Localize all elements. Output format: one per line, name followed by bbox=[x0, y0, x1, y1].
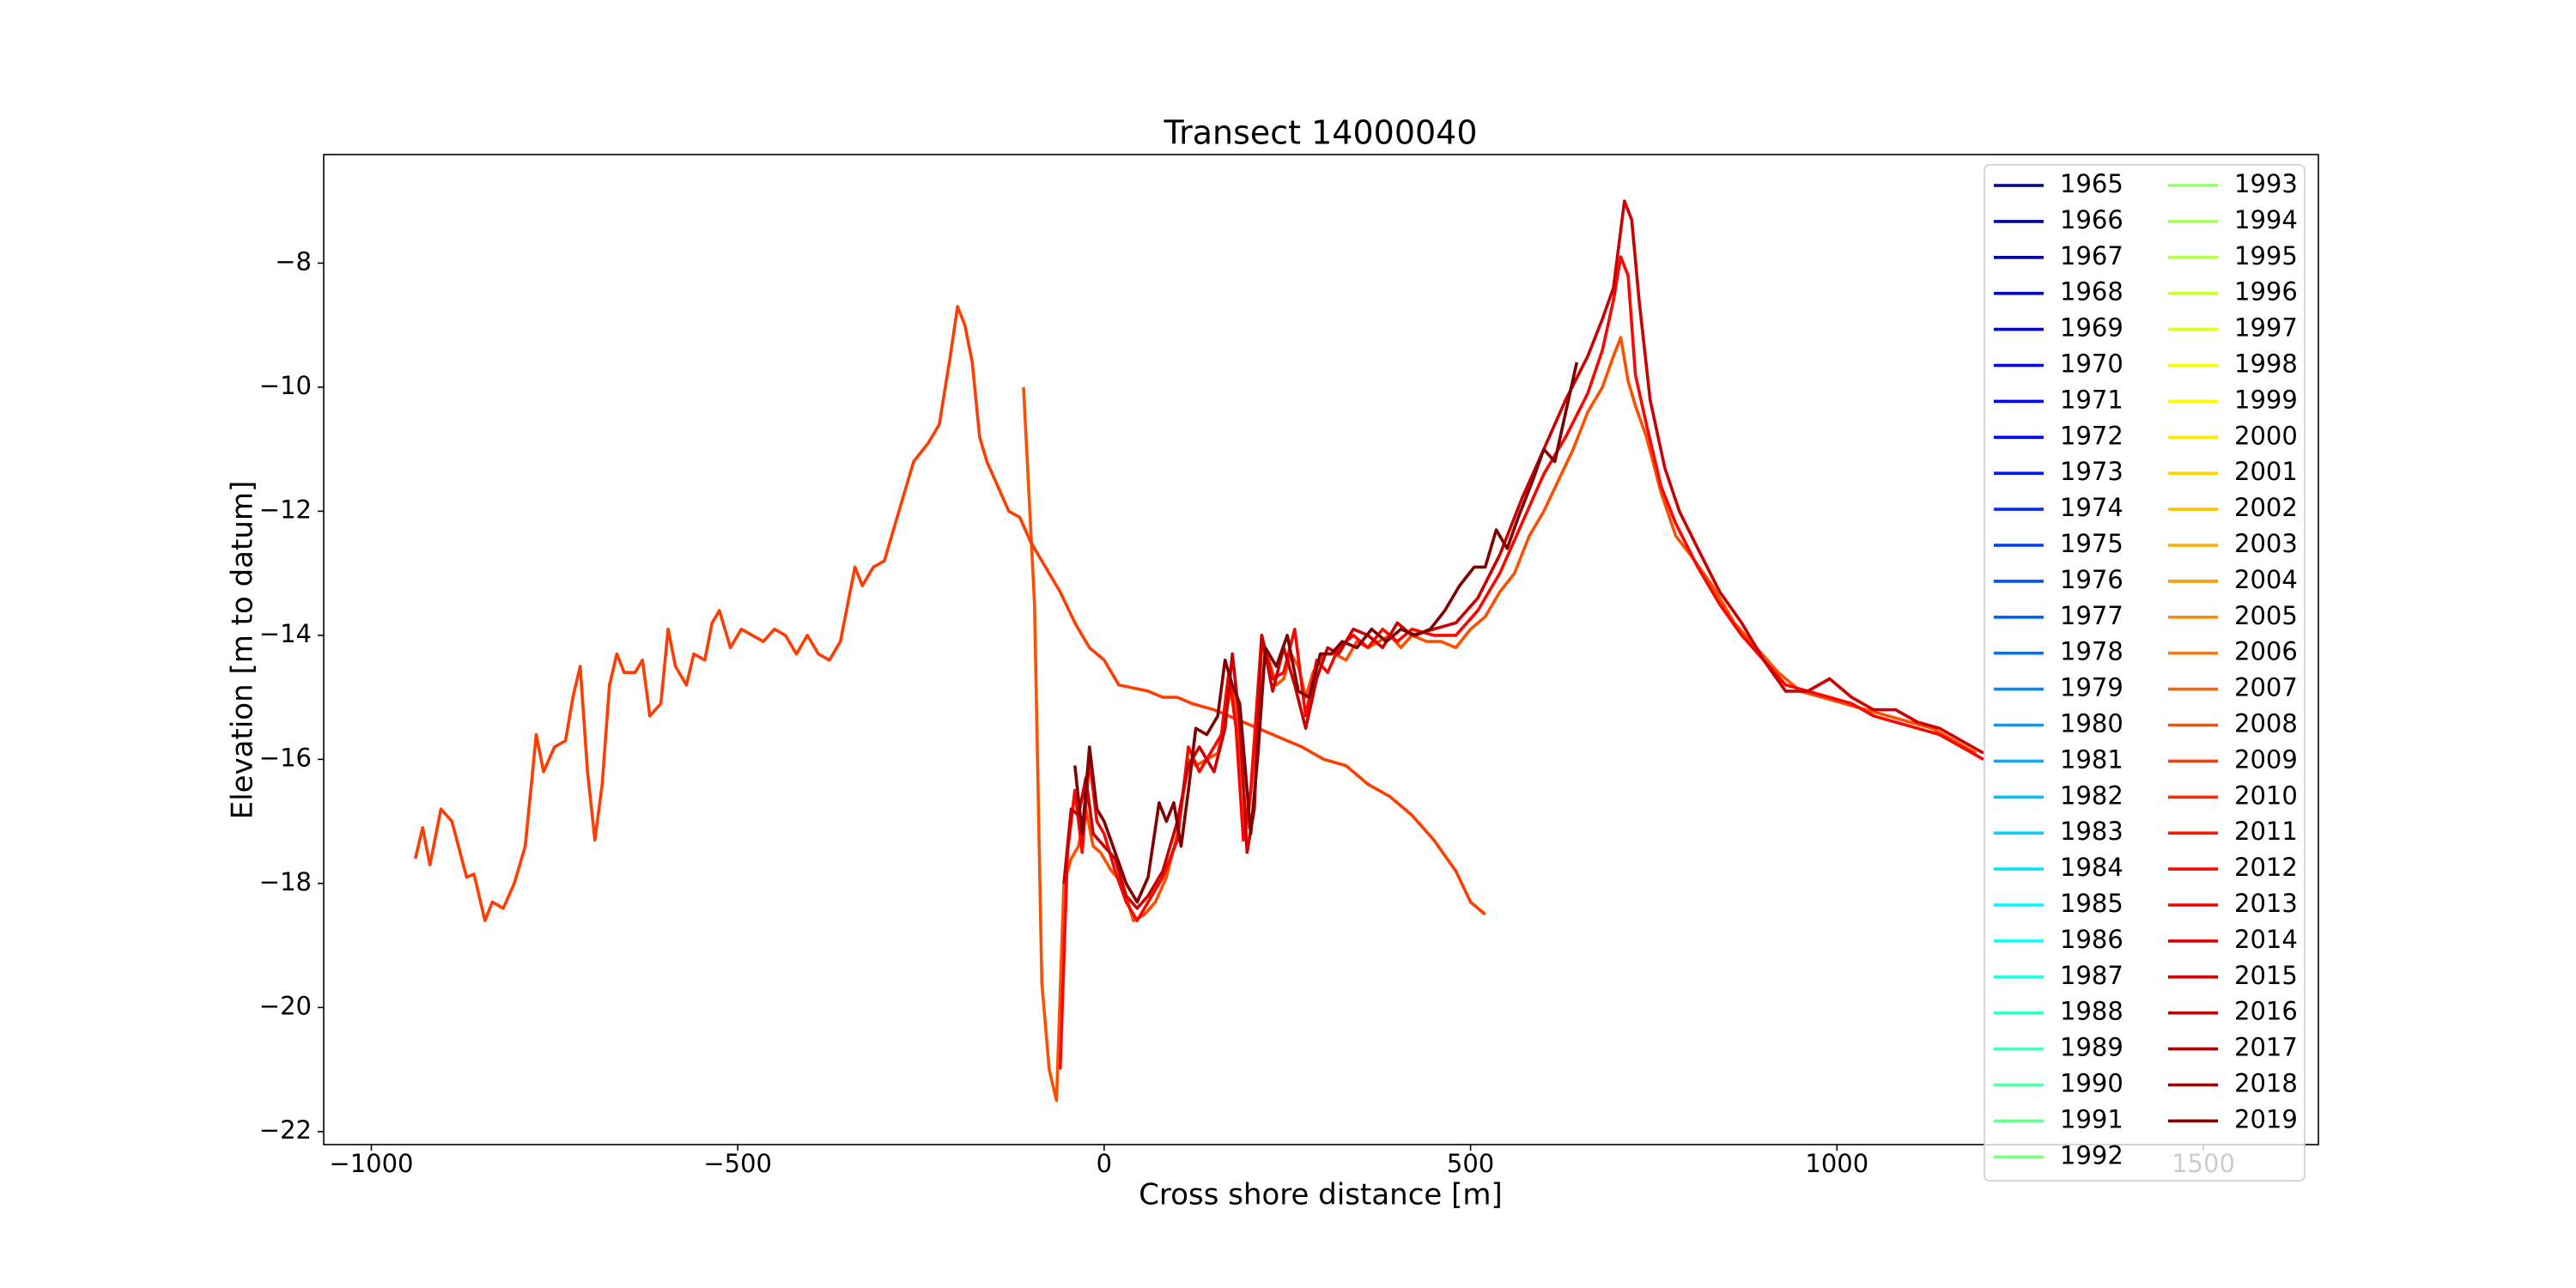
legend-label: 2013 bbox=[2234, 889, 2298, 918]
legend-label: 1968 bbox=[2060, 277, 2123, 307]
legend-label: 1999 bbox=[2234, 385, 2298, 414]
legend-label: 1997 bbox=[2234, 313, 2298, 343]
y-tick-label: −10 bbox=[259, 371, 312, 400]
legend-label: 1994 bbox=[2234, 205, 2298, 234]
legend-label: 1977 bbox=[2060, 601, 2123, 630]
chart-title: Transect 14000040 bbox=[1163, 114, 1477, 152]
legend-label: 2010 bbox=[2234, 781, 2298, 810]
series-line bbox=[1062, 199, 1984, 910]
y-tick-label: −16 bbox=[259, 743, 312, 772]
legend-label: 1989 bbox=[2060, 1033, 2123, 1062]
legend-label: 1986 bbox=[2060, 925, 2123, 954]
x-tick-label: 1000 bbox=[1805, 1149, 1868, 1178]
legend-label: 2011 bbox=[2234, 817, 2298, 846]
x-tick-label: 500 bbox=[1447, 1149, 1494, 1178]
legend-label: 2015 bbox=[2234, 961, 2298, 990]
legend-label: 2000 bbox=[2234, 421, 2298, 450]
legend-label: 1967 bbox=[2060, 241, 2123, 270]
legend-label: 1980 bbox=[2060, 709, 2123, 738]
y-tick-label: −12 bbox=[259, 495, 312, 524]
legend-label: 2018 bbox=[2234, 1069, 2298, 1098]
legend-label: 2006 bbox=[2234, 637, 2298, 666]
legend-label: 2007 bbox=[2234, 673, 2298, 702]
legend-label: 1978 bbox=[2060, 637, 2123, 666]
y-tick-label: −8 bbox=[275, 246, 312, 276]
legend-label: 1973 bbox=[2060, 457, 2123, 486]
y-axis-label: Elevation [m to datum] bbox=[226, 481, 260, 820]
legend-label: 1981 bbox=[2060, 744, 2123, 774]
legend: 1965 1966 1967 1968 1969 1970 1971 1972 1973 1974… bbox=[1984, 164, 2306, 1182]
legend-label: 1971 bbox=[2060, 385, 2123, 414]
legend-label: 1976 bbox=[2060, 565, 2123, 594]
legend-label: 1974 bbox=[2060, 493, 2123, 522]
legend-label: 2019 bbox=[2234, 1104, 2298, 1133]
legend-label: 1970 bbox=[2060, 349, 2123, 379]
legend-label: 1966 bbox=[2060, 205, 2123, 234]
legend-label: 2005 bbox=[2234, 601, 2298, 630]
legend-label: 2004 bbox=[2234, 565, 2298, 594]
legend-label: 1990 bbox=[2060, 1069, 2123, 1098]
legend-label: 1991 bbox=[2060, 1104, 2123, 1133]
legend-label: 2012 bbox=[2234, 853, 2298, 882]
x-tick-label: 0 bbox=[1097, 1149, 1112, 1178]
legend-label: 2014 bbox=[2234, 925, 2298, 954]
legend-label: 1982 bbox=[2060, 781, 2123, 810]
series-line bbox=[1073, 361, 1579, 904]
legend-label: 1998 bbox=[2234, 349, 2298, 379]
legend-label: 1965 bbox=[2060, 169, 2123, 198]
legend-label: 2008 bbox=[2234, 709, 2298, 738]
legend-label: 1985 bbox=[2060, 889, 2123, 918]
legend-label: 2001 bbox=[2234, 457, 2298, 486]
legend-label: 2016 bbox=[2234, 997, 2298, 1026]
legend-label: 1975 bbox=[2060, 529, 2123, 558]
legend-label: 1996 bbox=[2234, 277, 2298, 307]
y-tick-label: −14 bbox=[259, 619, 312, 648]
legend-label: 1993 bbox=[2234, 169, 2298, 198]
legend-label: 1979 bbox=[2060, 673, 2123, 702]
legend-label: 1987 bbox=[2060, 961, 2123, 990]
legend-label: 1983 bbox=[2060, 817, 2123, 846]
legend-label: 2002 bbox=[2234, 493, 2298, 522]
series-line bbox=[413, 305, 1486, 922]
legend-label: 1992 bbox=[2060, 1140, 2123, 1170]
plot-frame bbox=[323, 154, 2319, 1145]
y-tick-label: −20 bbox=[259, 991, 312, 1020]
legend-label: 1972 bbox=[2060, 421, 2123, 450]
legend-label: 2003 bbox=[2234, 529, 2298, 558]
legend-label: 1988 bbox=[2060, 997, 2123, 1026]
legend-label: 1984 bbox=[2060, 853, 2123, 882]
legend-label: 1995 bbox=[2234, 241, 2298, 270]
legend-box bbox=[1984, 164, 2306, 1182]
x-axis-label: Cross shore distance [m] bbox=[1139, 1178, 1503, 1212]
legend-label: 2017 bbox=[2234, 1033, 2298, 1062]
x-tick-label: −500 bbox=[703, 1149, 772, 1178]
y-tick-label: −18 bbox=[259, 867, 312, 896]
legend-label: 2009 bbox=[2234, 744, 2298, 774]
y-tick-label: −22 bbox=[259, 1115, 312, 1145]
legend-label: 1969 bbox=[2060, 313, 2123, 343]
x-tick-label: −1000 bbox=[329, 1149, 413, 1178]
